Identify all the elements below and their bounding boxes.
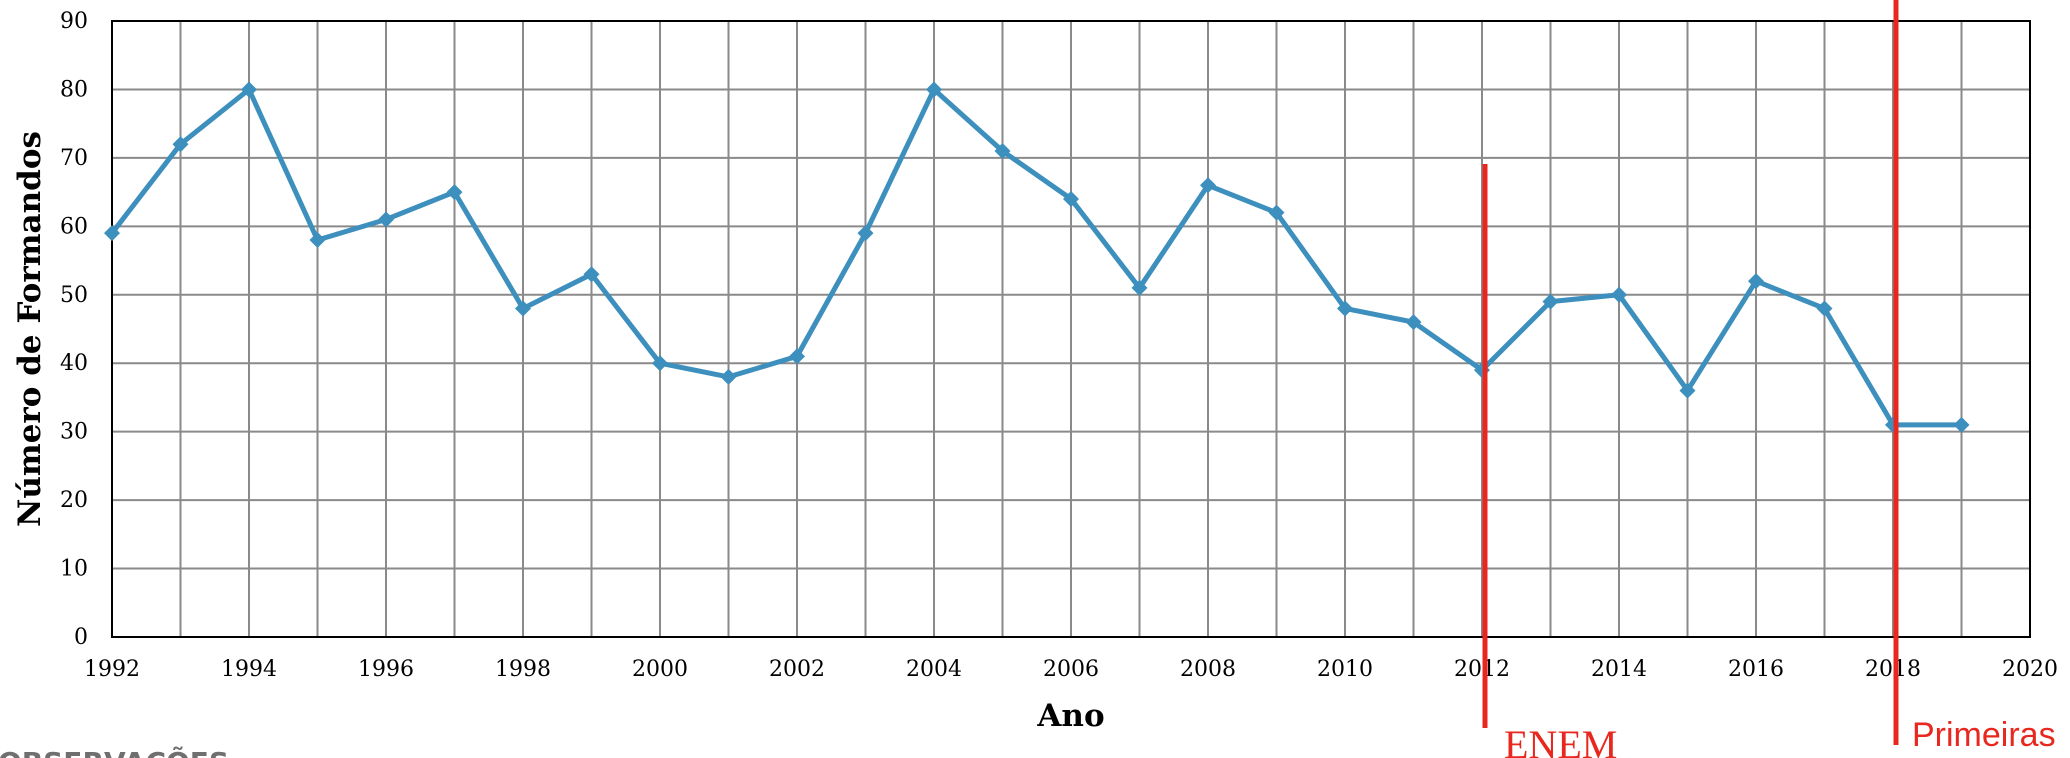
footer-label: OBSERVAÇÕES	[0, 745, 229, 758]
x-tick-labels: 1992 1994 1996 1998 2000 2002 2004 2006 2008 2010…	[84, 657, 2058, 682]
data-point-marker	[446, 184, 463, 201]
y-tick-label: 20	[60, 488, 88, 513]
x-tick-label: 2004	[906, 657, 962, 682]
x-axis-title: Ano	[1036, 698, 1104, 734]
data-point-marker	[241, 81, 257, 98]
data-point-marker	[583, 266, 600, 283]
y-tick-label: 0	[74, 625, 88, 650]
data-point-marker	[720, 368, 737, 385]
x-tick-label: 2012	[1454, 657, 1510, 682]
data-point-marker	[1268, 204, 1285, 221]
primeiras-label: Primeiras	[1912, 716, 2056, 754]
data-point-marker	[104, 225, 120, 242]
data-point-marker	[1200, 177, 1216, 194]
data-point-marker	[515, 300, 531, 317]
data-point-marker	[1611, 286, 1627, 303]
x-tick-label: 2020	[2002, 657, 2058, 682]
x-tick-label: 2008	[1180, 657, 1236, 682]
y-tick-labels: 0 10 20 30 40 50 60 70 80 90	[60, 9, 88, 650]
enem-label: ENEM	[1504, 722, 1617, 758]
data-point-marker	[1063, 190, 1079, 207]
y-tick-label: 50	[60, 283, 88, 308]
x-tick-label: 2014	[1591, 657, 1647, 682]
x-tick-label: 1994	[221, 657, 277, 682]
series-line	[110, 86, 1962, 428]
y-axis-title: Número de Formandos	[12, 131, 48, 527]
data-point-marker	[1405, 314, 1422, 331]
data-point-marker	[994, 143, 1011, 160]
data-point-marker	[1953, 416, 1970, 433]
x-tick-label: 2018	[1865, 657, 1921, 682]
data-point-marker	[926, 81, 942, 98]
data-point-marker	[309, 232, 326, 249]
y-tick-label: 90	[60, 9, 88, 34]
x-tick-label: 1992	[84, 657, 140, 682]
x-tick-label: 1998	[495, 657, 551, 682]
data-point-marker	[652, 355, 668, 372]
x-tick-label: 2010	[1317, 657, 1373, 682]
x-tick-label: 2006	[1043, 657, 1099, 682]
data-point-marker	[1131, 279, 1148, 296]
x-tick-label: 2016	[1728, 657, 1784, 682]
y-tick-label: 30	[60, 420, 88, 445]
y-tick-label: 60	[60, 214, 88, 239]
data-point-marker	[857, 225, 874, 242]
x-tick-label: 2000	[632, 657, 688, 682]
data-point-marker	[789, 348, 805, 365]
data-point-marker	[1816, 300, 1833, 317]
data-point-marker	[172, 136, 189, 153]
annotation-layer: ENEM Primeiras	[1482, 0, 2056, 758]
plot-area-border	[111, 20, 2031, 638]
x-tick-label: 2002	[769, 657, 825, 682]
series-layer	[104, 81, 1970, 433]
grid-lines	[111, 20, 2031, 638]
x-tick-label: 1996	[358, 657, 414, 682]
y-tick-label: 70	[60, 146, 88, 171]
y-tick-label: 40	[60, 351, 88, 376]
data-point-marker	[1542, 293, 1559, 310]
data-point-marker	[1748, 273, 1764, 290]
data-point-marker	[378, 211, 394, 228]
data-point-marker	[1337, 300, 1353, 317]
data-point-marker	[1679, 382, 1696, 399]
y-tick-label: 10	[60, 557, 88, 582]
y-tick-label: 80	[60, 77, 88, 102]
